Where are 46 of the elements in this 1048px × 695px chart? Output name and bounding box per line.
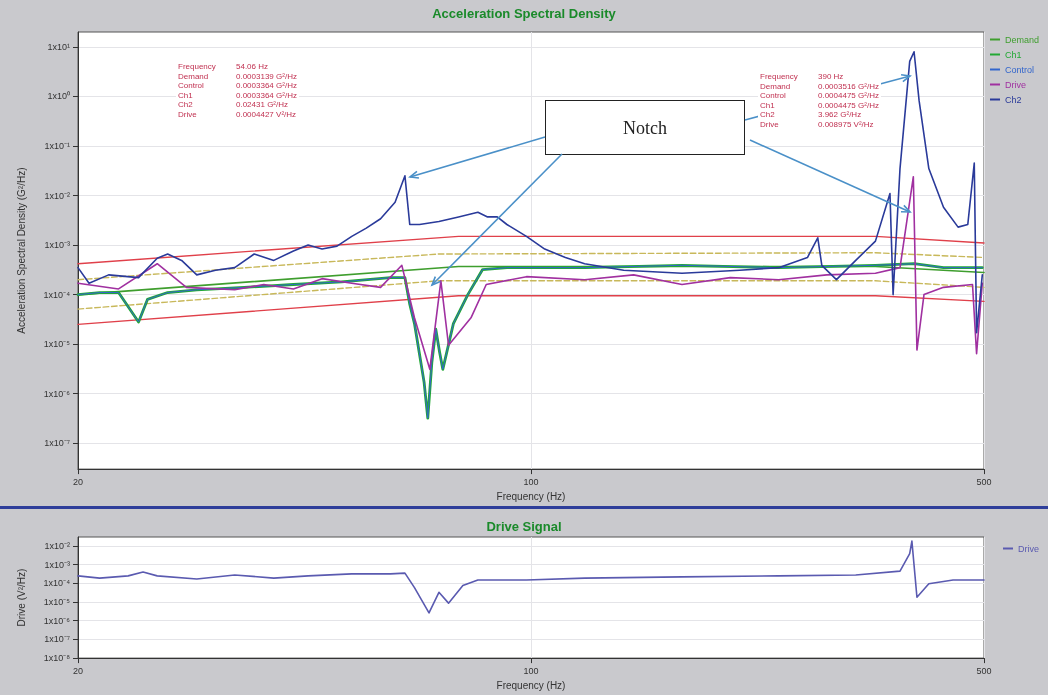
x-axis-title: Frequency (Hz) bbox=[496, 490, 566, 502]
text: Frequency 390 Hz bbox=[760, 72, 844, 81]
chart-title: Acceleration Spectral Density bbox=[432, 6, 617, 21]
text: Demand 0.0003516 G²/Hz bbox=[760, 81, 879, 91]
x-tick-label: 20 bbox=[72, 476, 84, 487]
y-tick-label: 1x10⁻⁵ bbox=[43, 339, 71, 350]
y-tick-label: 1x10⁻⁴ bbox=[43, 289, 71, 300]
legend-label: Drive bbox=[1004, 79, 1026, 90]
x-tick-label: 20 bbox=[72, 665, 84, 676]
legend-label: Demand bbox=[1004, 34, 1040, 45]
chart-title: Drive Signal bbox=[486, 519, 562, 534]
y-tick-label: 1x10⁻⁵ bbox=[43, 597, 71, 608]
text: Ch1 0.0004475 G²/Hz bbox=[760, 100, 879, 110]
text: Ch2 0.02431 G²/Hz bbox=[178, 100, 289, 109]
y-tick-label: 1x10⁻⁷ bbox=[44, 634, 70, 645]
text: Control 0.0003364 G²/Hz bbox=[178, 81, 297, 90]
y-tick-label: 1x10⁻⁶ bbox=[43, 615, 71, 626]
text: Drive 0.0004427 V²/Hz bbox=[178, 109, 297, 119]
y-tick-label: 1x10⁻⁴ bbox=[43, 578, 71, 589]
x-tick-label: 500 bbox=[976, 476, 992, 487]
text: Control 0.0004475 G²/Hz bbox=[760, 91, 879, 100]
y-tick-label: 1x10⁻⁸ bbox=[43, 653, 71, 664]
x-tick-label: 500 bbox=[976, 665, 992, 676]
y-tick-label: 1x10⁻³ bbox=[44, 240, 70, 251]
text: Frequency 54.06 Hz bbox=[178, 62, 269, 71]
legend-label: Drive bbox=[1018, 543, 1040, 554]
y-tick-label: 1x10⁻³ bbox=[44, 559, 70, 570]
y-axis-title: Drive (V²/Hz) bbox=[15, 568, 27, 627]
x-tick-label: 100 bbox=[523, 476, 539, 487]
text: Drive 0.008975 V²/Hz bbox=[760, 119, 874, 129]
y-tick-label: 1x10⁻⁶ bbox=[43, 388, 71, 399]
x-axis-title: Frequency (Hz) bbox=[496, 679, 566, 691]
y-tick-label: 1x10⁻¹ bbox=[44, 140, 70, 151]
y-tick-label: 1x10⁰ bbox=[47, 91, 70, 102]
text: Ch1 0.0003364 G²/Hz bbox=[178, 90, 297, 100]
y-axis-title: Acceleration Spectral Density (G²/Hz) bbox=[15, 167, 27, 334]
y-tick-label: 1x10¹ bbox=[47, 41, 70, 52]
text: Demand 0.0003139 G²/Hz bbox=[178, 71, 297, 81]
x-tick-label: 100 bbox=[523, 665, 539, 676]
legend-label: Ch2 bbox=[1004, 94, 1022, 105]
y-tick-label: 1x10⁻⁷ bbox=[44, 438, 70, 449]
text: Ch2 3.962 G²/Hz bbox=[760, 110, 862, 119]
legend-label: Control bbox=[1004, 64, 1034, 75]
legend-label: Ch1 bbox=[1004, 49, 1022, 60]
y-tick-label: 1x10⁻² bbox=[44, 540, 70, 551]
y-tick-label: 1x10⁻² bbox=[44, 190, 70, 201]
